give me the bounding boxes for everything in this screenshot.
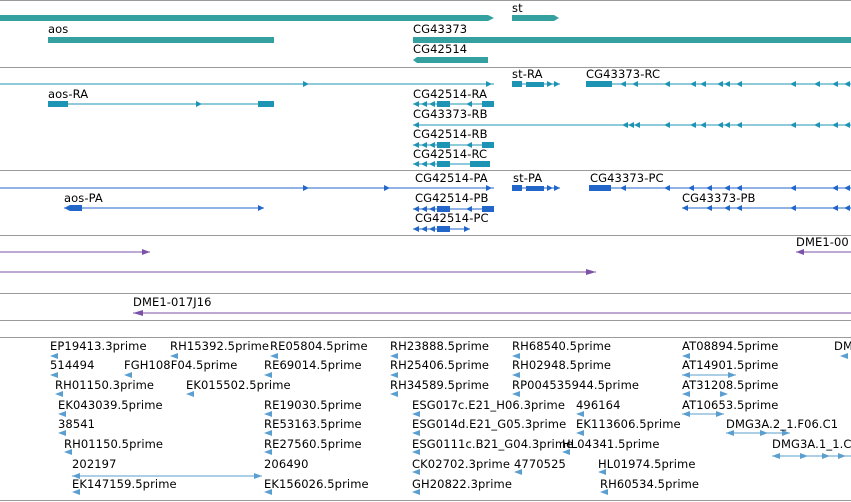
gene-cg43373[interactable] [413, 37, 851, 43]
est-label[interactable]: RH02948.5prime [512, 358, 612, 372]
track-separator [0, 170, 851, 171]
transcript-label-cg42514-ra[interactable]: CG42514-RA [413, 87, 488, 101]
est-label[interactable]: RE53163.5prime [264, 417, 362, 431]
transcript-label-cg42514-rb[interactable]: CG42514-RB [413, 127, 488, 141]
gene-label-st[interactable]: st [512, 1, 523, 15]
est-label[interactable]: EK147159.5prime [72, 477, 177, 491]
est-label[interactable]: RH68540.5prime [512, 339, 612, 353]
gene-label-cg43373[interactable]: CG43373 [413, 22, 468, 36]
protein-label-cg43373-pb[interactable]: CG43373-PB [682, 191, 756, 205]
clone-track [0, 249, 851, 316]
gene-feature-left[interactable] [0, 15, 494, 21]
est-label[interactable]: EK113606.5prime [576, 417, 681, 431]
gene-st[interactable] [512, 15, 559, 21]
est-label[interactable]: 206490 [264, 457, 309, 471]
est-label[interactable]: RE19030.5prime [264, 398, 362, 412]
est-label[interactable]: RH01150.5prime [64, 437, 164, 451]
est-label[interactable]: FGH108F04.5prime [124, 358, 238, 372]
transcript-label-cg43373-rc[interactable]: CG43373-RC [586, 67, 661, 81]
est-label[interactable]: RH34589.5prime [390, 378, 490, 392]
est-label[interactable]: EP19413.3prime [50, 339, 147, 353]
est-label[interactable]: ESG0111c.B21_G04.3prime [412, 437, 574, 451]
gene-aos[interactable] [48, 37, 274, 43]
est-label[interactable]: RH23888.5prime [390, 339, 490, 353]
protein-label-cg42514-pb[interactable]: CG42514-PB [415, 191, 489, 205]
protein-label-cg43373-pc[interactable]: CG43373-PC [590, 171, 664, 185]
est-label[interactable]: EK043039.5prime [58, 398, 163, 412]
est-label[interactable]: RH15392.5prime [170, 339, 270, 353]
clone-label-dme1-00[interactable]: DME1-00 [796, 235, 849, 249]
est-label[interactable]: 202197 [72, 457, 117, 471]
track-separator [0, 293, 851, 294]
est-label[interactable]: EK156026.5prime [264, 477, 369, 491]
protein-track [0, 185, 851, 232]
bottom-border [0, 500, 851, 501]
est-label[interactable]: 514494 [50, 358, 95, 372]
transcript-label-st-ra[interactable]: st-RA [512, 67, 543, 81]
est-label[interactable]: ESG017c.E21_H06.3prime [412, 398, 566, 412]
est-label[interactable]: ESG014d.E21_G05.3prime [412, 417, 567, 431]
est-label[interactable]: RP004535944.5prime [512, 378, 640, 392]
est-label[interactable]: RE05804.5prime [270, 339, 368, 353]
est-label[interactable]: HL04341.5prime [562, 437, 660, 451]
gene-label-aos[interactable]: aos [48, 22, 69, 36]
est-label[interactable]: AT14901.5prime [682, 358, 779, 372]
track-separator [0, 67, 851, 68]
transcript-label-cg42514-rc[interactable]: CG42514-RC [413, 147, 488, 161]
transcript-label-aos-ra[interactable]: aos-RA [48, 87, 89, 101]
est-label[interactable]: RH01150.3prime [55, 378, 155, 392]
est-label[interactable]: 496164 [576, 398, 621, 412]
transcript-label-cg43373-rb[interactable]: CG43373-RB [413, 107, 488, 121]
est-label[interactable]: DM [834, 339, 851, 353]
est-label[interactable]: 38541 [58, 417, 96, 431]
track-separator [0, 337, 851, 338]
est-label[interactable]: RE27560.5prime [264, 437, 362, 451]
track-separator [0, 235, 851, 236]
gene-label-cg42514[interactable]: CG42514 [413, 42, 468, 56]
est-label[interactable]: GH20822.3prime [412, 477, 513, 491]
protein-label-cg42514-pc[interactable]: CG42514-PC [415, 211, 489, 225]
track-separator [0, 320, 851, 321]
top-border [0, 0, 851, 1]
est-label[interactable]: CK02702.3prime [412, 457, 511, 471]
transcript-track [0, 81, 851, 167]
est-label[interactable]: AT31208.5prime [682, 378, 779, 392]
protein-label-st-pa[interactable]: st-PA [513, 171, 543, 185]
gene-track [0, 15, 851, 63]
est-label[interactable]: EK015502.5prime [186, 378, 291, 392]
est-label[interactable]: AT10653.5prime [682, 398, 779, 412]
est-label[interactable]: DMG3A.2_1.F06.C1 [726, 417, 839, 431]
est-label[interactable]: AT08894.5prime [682, 339, 779, 353]
est-label[interactable]: 4770525 [514, 457, 566, 471]
protein-label-cg42514-pa[interactable]: CG42514-PA [415, 171, 488, 185]
est-label[interactable]: RH60534.5prime [600, 477, 700, 491]
clone-label-dme1-017j16[interactable]: DME1-017J16 [133, 295, 212, 309]
protein-label-aos-pa[interactable]: aos-PA [64, 191, 103, 205]
est-label[interactable]: DMG3A.1_1.C [772, 437, 851, 451]
est-track [50, 353, 851, 495]
gene-cg42514[interactable] [413, 57, 488, 63]
est-label[interactable]: RE69014.5prime [264, 358, 362, 372]
est-label[interactable]: HL01974.5prime [598, 457, 696, 471]
est-label[interactable]: RH25406.5prime [390, 358, 490, 372]
